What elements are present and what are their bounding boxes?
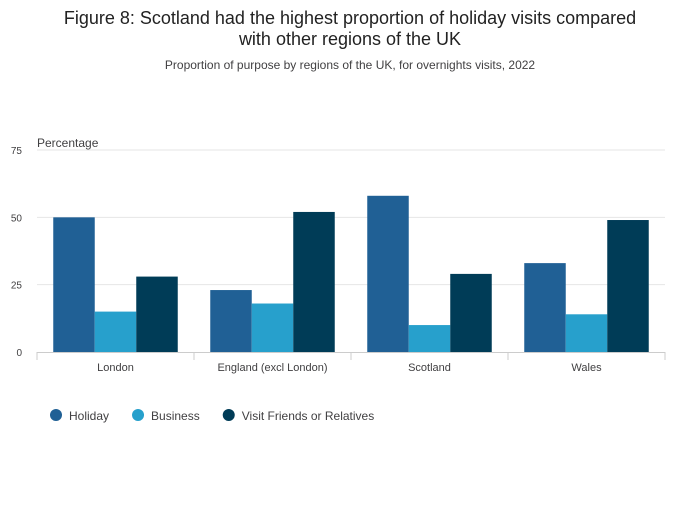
x-axis: London England (excl London) Scotland Wales	[36, 352, 666, 374]
bar-business-1[interactable]	[251, 303, 294, 352]
bars	[53, 195, 649, 352]
bar-holiday-3[interactable]	[524, 263, 566, 352]
bar-business-3[interactable]	[565, 314, 608, 352]
bar-holiday-0[interactable]	[53, 217, 95, 352]
bar-holiday-2[interactable]	[367, 195, 409, 352]
legend: Holiday Business Visit Friends or Relative…	[50, 409, 374, 423]
bar-business-2[interactable]	[408, 325, 451, 352]
x-tick-label-0: London	[97, 362, 134, 374]
y-axis-title: Percentage	[37, 136, 99, 150]
legend-swatch-0[interactable]	[50, 409, 62, 421]
legend-swatch-1[interactable]	[132, 409, 145, 421]
x-tick-label-1: England (excl London)	[217, 362, 327, 374]
y-tick-label-0: 0	[16, 348, 22, 359]
y-tick-label-50: 50	[11, 213, 23, 224]
legend-label-2[interactable]: Visit Friends or Relatives	[242, 409, 375, 423]
bar-visit-friends-or-relatives-3[interactable]	[607, 220, 649, 352]
y-tick-label-75: 75	[11, 146, 23, 157]
bar-holiday-1[interactable]	[210, 290, 252, 352]
bar-visit-friends-or-relatives-1[interactable]	[293, 211, 335, 352]
x-tick-label-2: Scotland	[408, 362, 451, 374]
bar-visit-friends-or-relatives-0[interactable]	[136, 276, 178, 352]
bar-business-0[interactable]	[94, 311, 137, 352]
legend-swatch-2[interactable]	[222, 409, 235, 421]
bar-visit-friends-or-relatives-2[interactable]	[450, 273, 492, 352]
x-tick-label-3: Wales	[571, 362, 602, 374]
chart-title-line-1: Figure 8: Scotland had the highest propo…	[64, 8, 636, 28]
chart-subtitle: Proportion of purpose by regions of the …	[165, 58, 536, 72]
y-tick-label-25: 25	[11, 281, 23, 292]
chart-title-line-2: with other regions of the UK	[238, 29, 461, 49]
legend-label-0[interactable]: Holiday	[69, 409, 109, 423]
legend-label-1[interactable]: Business	[151, 409, 200, 423]
